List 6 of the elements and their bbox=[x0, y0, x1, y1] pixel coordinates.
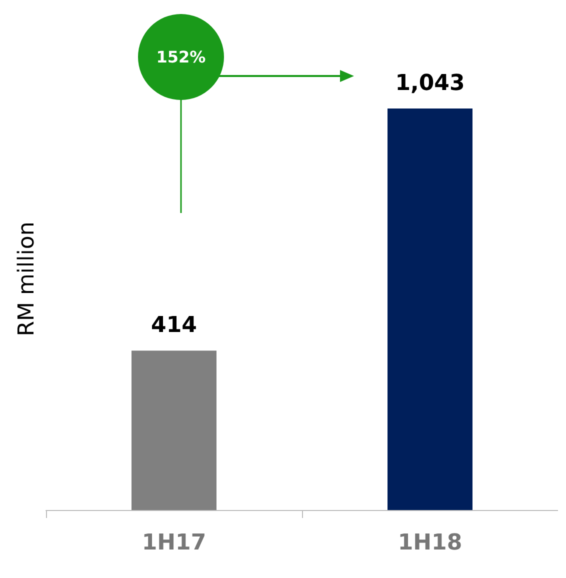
x-tick-label: 1H17 bbox=[142, 530, 206, 556]
y-axis-title: RM million bbox=[14, 222, 40, 336]
data-label: 414 bbox=[151, 313, 197, 338]
text: 152% bbox=[156, 48, 206, 66]
x-tick-label: 1H18 bbox=[398, 530, 462, 556]
data-label: 1,043 bbox=[395, 70, 465, 96]
